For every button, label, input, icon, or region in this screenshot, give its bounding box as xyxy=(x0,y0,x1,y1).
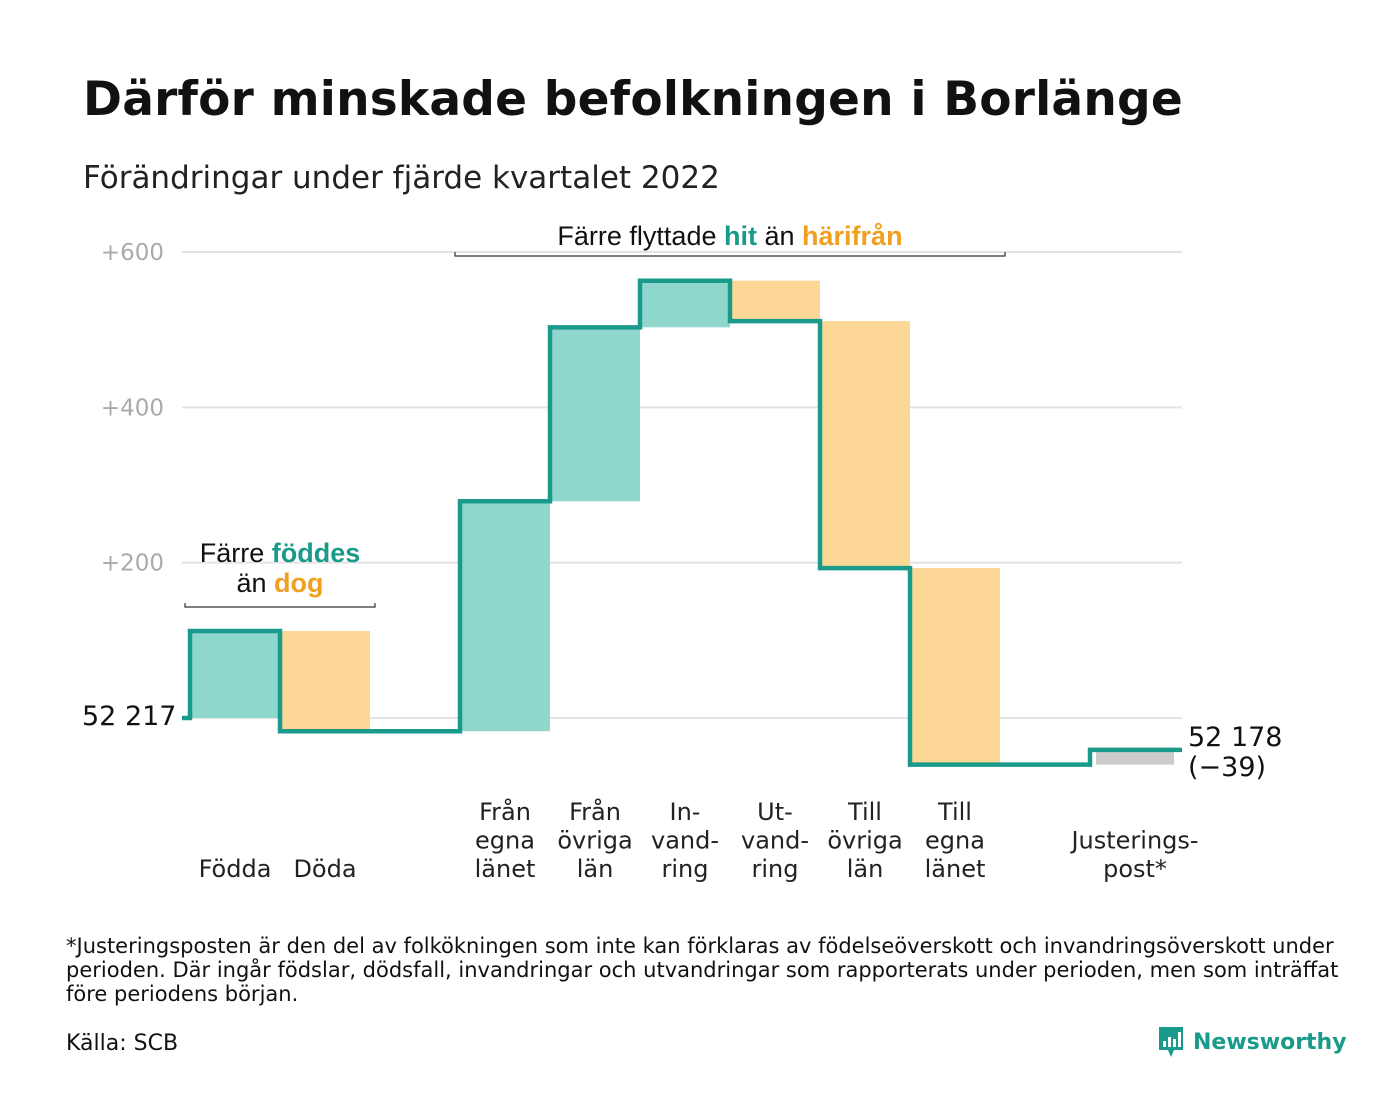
annotation-text: Färre flyttade hit än härifrån xyxy=(557,221,902,251)
annotation-text: än dog xyxy=(236,568,323,598)
end-change-label: (−39) xyxy=(1188,752,1266,783)
bar xyxy=(460,501,550,732)
cumulative-step-line xyxy=(182,278,1182,767)
newsworthy-logo-icon xyxy=(1159,1027,1183,1057)
category-label: övriga xyxy=(557,827,632,855)
category-label: län xyxy=(847,855,884,883)
annotation-text: Färre föddes xyxy=(200,538,361,568)
category-label: egna xyxy=(475,827,535,855)
category-label: Från xyxy=(479,797,531,826)
bar xyxy=(190,631,280,718)
category-label: Ut- xyxy=(757,798,793,826)
annotation-text-part: dog xyxy=(274,568,323,598)
category-label: övriga xyxy=(827,827,902,855)
annotation-text-part: föddes xyxy=(272,538,361,568)
category-label: Justerings- xyxy=(1069,827,1198,855)
category-label: Döda xyxy=(293,855,356,883)
annotation-bracket xyxy=(454,252,1006,257)
footnote: *Justeringsposten är den del av folkökni… xyxy=(66,934,1339,1006)
category-label: Till xyxy=(847,798,882,826)
category-label: vand- xyxy=(651,827,719,855)
chart-subtitle: Förändringar under fjärde kvartalet 2022 xyxy=(83,160,720,196)
category-label: Födda xyxy=(199,855,272,883)
category-label: post* xyxy=(1103,855,1167,883)
category-label: Till xyxy=(937,798,972,826)
bar xyxy=(820,321,910,569)
y-tick-label: +200 xyxy=(101,551,164,577)
category-label: In- xyxy=(670,798,701,826)
category-label: länet xyxy=(925,855,986,883)
bar xyxy=(910,568,1000,765)
y-tick-label: +400 xyxy=(101,395,164,421)
bar xyxy=(640,280,730,328)
category-label: länet xyxy=(475,855,536,883)
category-label: egna xyxy=(925,827,985,855)
annotation-text-part: Färre flyttade xyxy=(557,221,724,251)
brand-logo: Newsworthy xyxy=(1158,1026,1347,1058)
category-label: län xyxy=(577,855,614,883)
source-credit: Källa: SCB xyxy=(66,1031,179,1056)
annotation-text-part: härifrån xyxy=(802,221,903,251)
annotation-text-part: än xyxy=(236,568,274,598)
y-tick-label: +600 xyxy=(101,240,164,266)
brand-name: Newsworthy xyxy=(1193,1029,1347,1055)
bar xyxy=(1096,749,1174,765)
category-label: vand- xyxy=(741,827,809,855)
annotation-bracket xyxy=(184,603,376,608)
annotation-text-part: Färre xyxy=(200,538,272,568)
bar xyxy=(730,280,820,322)
category-label: ring xyxy=(752,855,799,883)
annotation-text-part: än xyxy=(757,221,802,251)
category-label: ring xyxy=(662,855,709,883)
annotation-text-part: hit xyxy=(724,221,757,251)
chart-title: Därför minskade befolkningen i Borlänge xyxy=(83,72,1183,127)
bar xyxy=(280,631,370,732)
end-value-label: 52 178 xyxy=(1188,722,1282,753)
start-value-label: 52 217 xyxy=(82,701,176,732)
category-label: Från xyxy=(569,797,621,826)
bar xyxy=(550,327,640,502)
